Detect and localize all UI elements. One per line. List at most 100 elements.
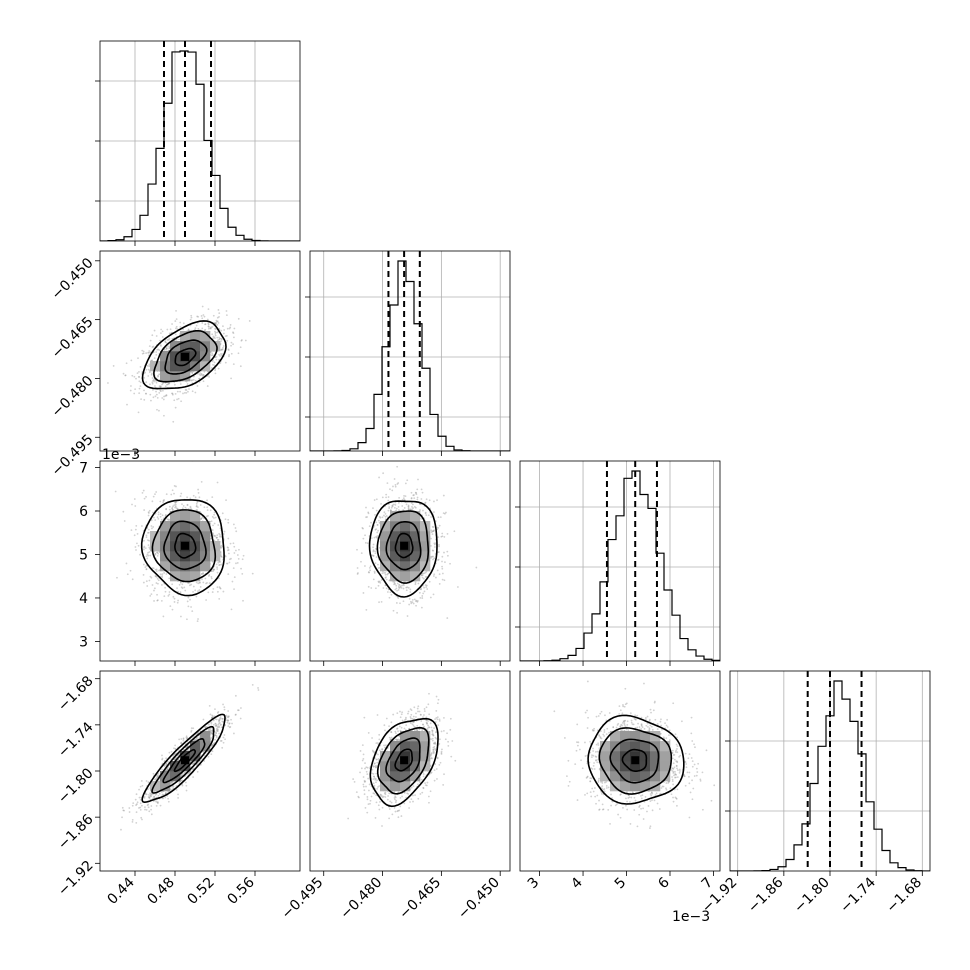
sample-point — [196, 501, 199, 504]
sample-point — [395, 587, 398, 590]
sample-point — [222, 533, 225, 535]
sample-point — [150, 813, 153, 816]
panel-1-2 — [309, 460, 511, 666]
sample-point — [405, 503, 408, 506]
sample-point — [441, 555, 444, 558]
sample-point — [124, 374, 127, 377]
sample-point — [416, 600, 419, 603]
sample-point — [154, 395, 157, 398]
sample-point — [195, 595, 198, 598]
sample-point — [172, 509, 174, 511]
sample-point — [134, 505, 137, 507]
sample-point — [209, 327, 212, 330]
sample-point — [138, 371, 140, 373]
sample-point — [216, 331, 219, 334]
sample-point — [202, 581, 205, 584]
sample-point — [416, 496, 419, 499]
sample-point — [189, 497, 192, 500]
sample-point — [168, 591, 171, 593]
sample-point — [384, 571, 387, 574]
sample-point — [229, 542, 232, 545]
sample-point — [141, 784, 144, 787]
sample-point — [164, 395, 167, 397]
sample-point — [426, 588, 429, 590]
sample-point — [147, 788, 149, 791]
sample-point — [220, 340, 222, 343]
sample-point — [401, 505, 404, 507]
sample-point — [233, 588, 235, 590]
sample-point — [215, 536, 218, 539]
sample-point — [387, 496, 390, 498]
sample-point — [166, 339, 169, 341]
density-cell — [200, 561, 211, 572]
panel-content — [356, 465, 478, 619]
sample-point — [233, 545, 236, 548]
sample-point — [446, 554, 449, 557]
sample-point — [133, 498, 136, 500]
sample-point — [213, 511, 216, 514]
sample-point — [168, 508, 171, 511]
sample-point — [399, 585, 402, 588]
sample-point — [201, 572, 203, 575]
sample-point — [207, 514, 209, 517]
sample-point — [391, 505, 394, 508]
sample-point — [161, 575, 164, 577]
sample-point — [230, 557, 232, 560]
sample-point — [408, 597, 411, 600]
sample-point — [126, 403, 128, 406]
sample-point — [442, 494, 445, 497]
density-cell — [390, 571, 401, 582]
sample-point — [146, 553, 149, 556]
sample-point — [144, 566, 147, 569]
sample-point — [242, 554, 245, 557]
sample-point — [413, 497, 416, 500]
sample-point — [211, 529, 214, 531]
sample-point — [180, 615, 182, 618]
y-tick-label: −0.450 — [49, 255, 97, 303]
sample-point — [417, 582, 420, 585]
sample-point — [432, 575, 435, 577]
sample-point — [440, 535, 443, 538]
histogram-step — [520, 470, 720, 661]
sample-point — [137, 411, 140, 414]
sample-point — [420, 517, 423, 520]
sample-point — [179, 581, 182, 584]
sample-point — [214, 330, 216, 333]
sample-point — [156, 348, 159, 351]
sample-point — [197, 327, 200, 330]
sample-point — [201, 317, 204, 320]
contour-line — [174, 532, 197, 559]
sample-point — [218, 719, 220, 722]
sample-point — [158, 373, 160, 376]
sample-point — [430, 531, 433, 534]
sample-point — [402, 584, 405, 587]
sample-point — [220, 547, 222, 549]
sample-point — [147, 539, 149, 542]
sample-point — [415, 604, 417, 607]
sample-point — [149, 795, 152, 797]
sample-point — [397, 506, 400, 508]
sample-point — [201, 322, 204, 324]
sample-point — [222, 332, 225, 335]
sample-point — [413, 505, 416, 508]
sample-point — [215, 736, 218, 739]
sample-point — [155, 390, 157, 393]
sample-point — [216, 586, 219, 589]
sample-point — [377, 584, 380, 587]
sample-point — [240, 339, 243, 341]
sample-point — [175, 309, 177, 312]
sample-point — [215, 731, 217, 734]
sample-point — [186, 383, 189, 385]
sample-point — [180, 774, 183, 777]
sample-point — [407, 505, 410, 508]
sample-point — [161, 330, 164, 333]
sample-point — [150, 519, 153, 522]
density-cell — [410, 551, 421, 562]
sample-point — [207, 308, 210, 311]
sample-point — [173, 399, 176, 402]
sample-point — [168, 332, 171, 335]
sample-point — [210, 576, 213, 578]
sample-point — [233, 327, 236, 330]
sample-point — [390, 509, 392, 512]
density-cell — [200, 521, 211, 532]
